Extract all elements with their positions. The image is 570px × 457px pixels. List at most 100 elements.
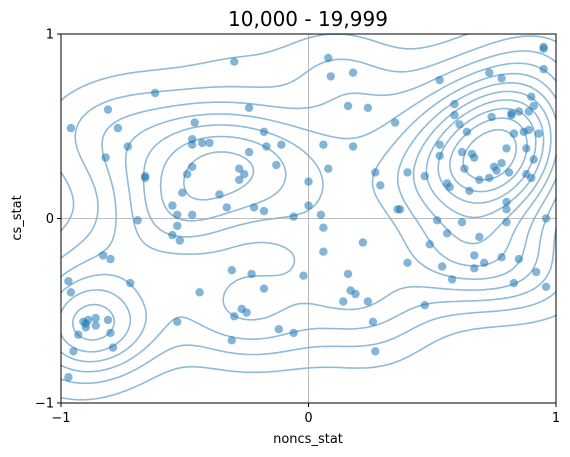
scatter-point xyxy=(522,144,531,153)
scatter-point xyxy=(188,210,197,219)
scatter-point xyxy=(532,267,541,277)
scatter-point xyxy=(363,297,373,306)
scatter-point xyxy=(539,44,548,53)
scatter-point xyxy=(470,153,479,162)
scatter-point xyxy=(435,151,444,160)
scatter-point xyxy=(457,218,467,227)
scatter-point xyxy=(244,103,254,113)
scatter-point xyxy=(445,182,454,192)
scatter-point xyxy=(259,127,269,136)
scatter-point xyxy=(108,343,118,352)
scatter-point xyxy=(188,140,197,149)
scatter-point xyxy=(371,168,380,177)
scatter-point xyxy=(514,107,524,116)
scatter-point xyxy=(433,216,442,225)
scatter-point xyxy=(205,138,214,148)
contour-level-6 xyxy=(72,82,557,341)
scatter-point xyxy=(497,159,506,168)
scatter-point xyxy=(343,101,353,111)
y-axis-label: cs_stat xyxy=(10,195,25,240)
scatter-point xyxy=(442,229,452,238)
scatter-point xyxy=(502,197,511,207)
scatter-point xyxy=(425,240,434,249)
scatter-point xyxy=(319,223,328,232)
scatter-point xyxy=(509,129,519,138)
scatter-point xyxy=(460,164,469,173)
scatter-point xyxy=(465,186,474,195)
scatter-point xyxy=(188,162,197,171)
scatter-point xyxy=(492,166,501,175)
scatter-point xyxy=(403,258,412,267)
scatter-point xyxy=(529,101,538,111)
x-tick-label: 1 xyxy=(552,411,560,426)
scatter-point xyxy=(168,201,177,210)
scatter-point xyxy=(133,216,142,225)
scatter-point xyxy=(403,168,412,177)
scatter-point xyxy=(168,230,177,240)
scatter-point xyxy=(358,238,368,247)
x-tick-label: 0 xyxy=(304,411,312,426)
scatter-point xyxy=(395,205,405,214)
scatter-point xyxy=(502,144,511,153)
scatter-point xyxy=(103,105,113,114)
scatter-point xyxy=(462,127,472,136)
scatter-point xyxy=(534,129,543,138)
scatter-point xyxy=(98,251,108,260)
scatter-point xyxy=(420,171,429,181)
x-axis-label: noncs_stat xyxy=(273,432,343,447)
scatter-point xyxy=(339,297,348,306)
scatter-point xyxy=(244,147,254,157)
scatter-point xyxy=(150,88,160,98)
scatter-point xyxy=(470,264,479,273)
scatter-point xyxy=(235,164,244,173)
scatter-point xyxy=(319,247,328,256)
scatter-point xyxy=(541,214,551,223)
scatter-point xyxy=(524,125,533,135)
scatter-point xyxy=(504,168,514,177)
contour-level-5 xyxy=(60,72,557,353)
scatter-point xyxy=(363,103,373,113)
scatter-point xyxy=(173,221,182,231)
scatter-point xyxy=(175,236,184,245)
x-ticks: −1 0 1 xyxy=(51,403,560,426)
scatter-point xyxy=(195,288,204,297)
scatter-point xyxy=(126,278,135,288)
scatter-point xyxy=(173,317,182,326)
scatter-point xyxy=(304,201,313,210)
scatter-point xyxy=(368,317,378,326)
scatter-point xyxy=(230,312,239,321)
scatter-point xyxy=(509,278,519,288)
scatter-point xyxy=(316,210,326,219)
scatter-point xyxy=(103,315,113,325)
scatter-point xyxy=(66,123,76,133)
contour-level-1 xyxy=(60,33,557,401)
scatter-point xyxy=(259,284,269,293)
scatter-point xyxy=(527,92,536,101)
scatter-point xyxy=(274,325,283,334)
scatter-point xyxy=(178,188,187,197)
scatter-point xyxy=(527,173,536,183)
scatter-point xyxy=(173,210,182,219)
scatter-point xyxy=(183,170,192,179)
x-tick-label: −1 xyxy=(51,411,70,426)
scatter-point xyxy=(64,373,73,382)
scatter-point xyxy=(235,175,244,184)
scatter-point xyxy=(123,142,132,151)
scatter-point xyxy=(450,99,459,109)
scatter-point xyxy=(502,218,511,227)
scatter-point xyxy=(497,74,506,83)
scatter-point xyxy=(259,206,269,216)
scatter-point xyxy=(529,155,538,164)
contour-layer xyxy=(60,33,557,401)
scatter-point xyxy=(343,269,353,279)
scatter-point xyxy=(507,109,516,118)
scatter-point xyxy=(475,175,484,184)
scatter-point xyxy=(81,323,91,332)
chart-title: 10,000 - 19,999 xyxy=(228,7,388,31)
scatter-point xyxy=(457,147,467,157)
scatter-point xyxy=(541,282,551,291)
scatter-point xyxy=(249,203,259,212)
scatter-point xyxy=(247,269,256,279)
scatter-point xyxy=(470,251,479,260)
